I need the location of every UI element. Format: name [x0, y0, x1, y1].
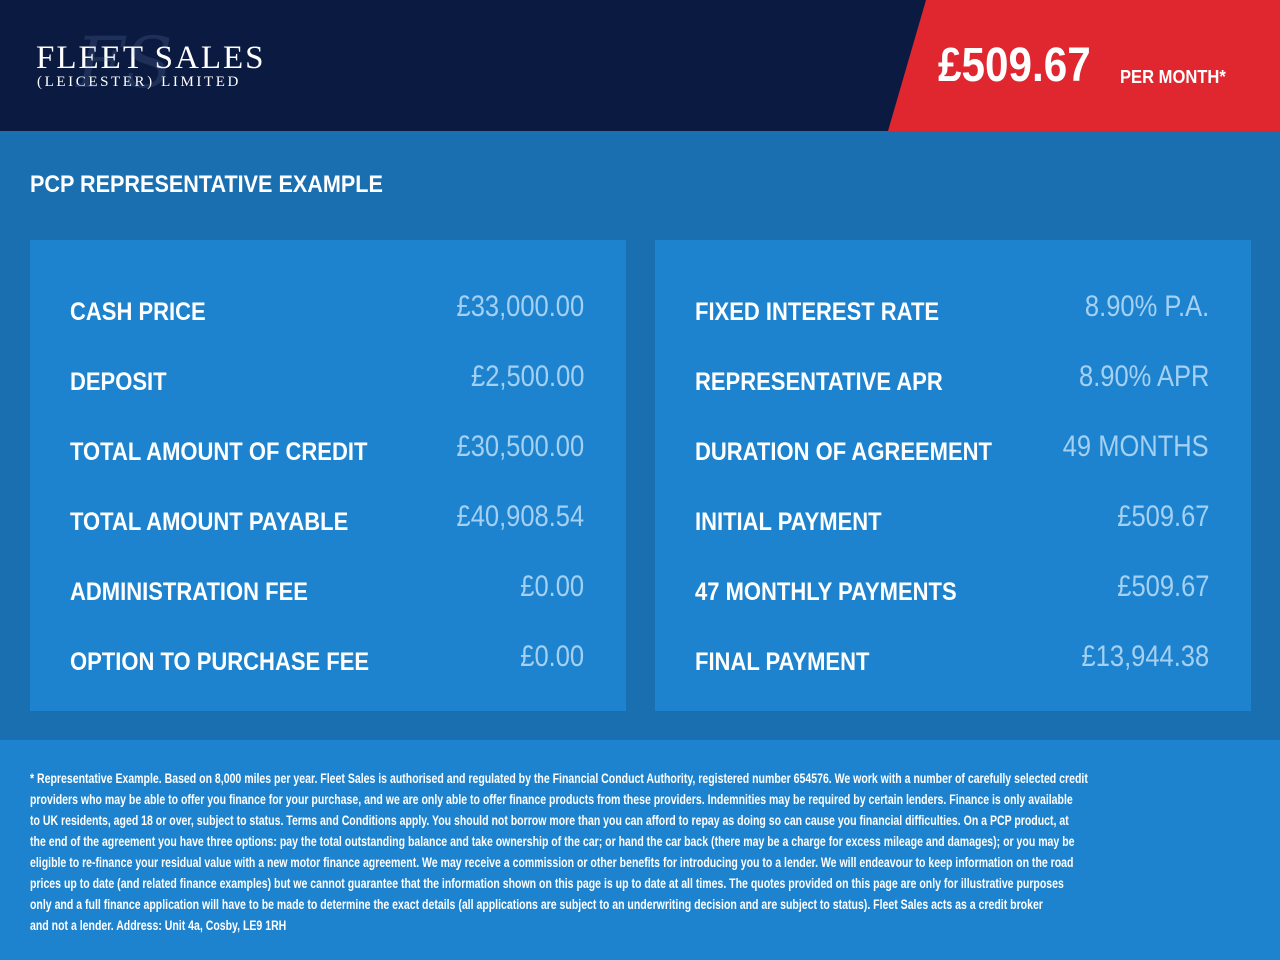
finance-label: ADMINISTRATION FEE: [70, 578, 308, 606]
finance-value: 8.90% APR: [1078, 360, 1209, 393]
finance-row: DEPOSIT £2,500.00: [70, 360, 584, 400]
price-banner: [888, 0, 1280, 131]
disclaimer-footer: * Representative Example. Based on 8,000…: [0, 740, 1280, 960]
finance-value: £509.67: [1116, 500, 1209, 533]
finance-row: TOTAL AMOUNT OF CREDIT £30,500.00: [70, 430, 584, 470]
finance-value: £509.67: [1116, 570, 1209, 603]
finance-label: 47 MONTHLY PAYMENTS: [695, 578, 957, 606]
finance-row: DURATION OF AGREEMENT 49 MONTHS: [695, 430, 1209, 470]
disclaimer-line: prices up to date (and related finance e…: [30, 876, 1064, 891]
brand-name: FLEET SALES: [36, 40, 266, 76]
section-title: PCP REPRESENTATIVE EXAMPLE: [30, 171, 383, 198]
finance-label: INITIAL PAYMENT: [695, 508, 882, 536]
finance-label: TOTAL AMOUNT PAYABLE: [70, 508, 349, 536]
finance-value: £33,000.00: [456, 290, 584, 323]
finance-row: REPRESENTATIVE APR 8.90% APR: [695, 360, 1209, 400]
finance-row: OPTION TO PURCHASE FEE £0.00: [70, 640, 584, 680]
finance-row: CASH PRICE £33,000.00: [70, 290, 584, 330]
finance-row: 47 MONTHLY PAYMENTS £509.67: [695, 570, 1209, 610]
brand-subtitle: (LEICESTER) LIMITED: [37, 74, 241, 90]
finance-label: FIXED INTEREST RATE: [695, 298, 940, 326]
finance-row: TOTAL AMOUNT PAYABLE £40,908.54: [70, 500, 584, 540]
finance-panel-left: CASH PRICE £33,000.00 DEPOSIT £2,500.00 TOTA…: [30, 240, 626, 711]
finance-value: £0.00: [520, 570, 584, 603]
header: FS FLEET SALES (LEICESTER) LIMITED £509.…: [0, 0, 1280, 131]
finance-label: CASH PRICE: [70, 298, 206, 326]
disclaimer-line: and not a lender. Address: Unit 4a, Cosb…: [30, 918, 287, 933]
monthly-price: £509.67: [938, 39, 1091, 92]
finance-row: FINAL PAYMENT £13,944.38: [695, 640, 1209, 680]
finance-row: ADMINISTRATION FEE £0.00: [70, 570, 584, 610]
finance-value: £13,944.38: [1081, 640, 1209, 673]
finance-value: £30,500.00: [456, 430, 584, 463]
finance-value: 8.90% P.A.: [1084, 290, 1209, 323]
finance-row: INITIAL PAYMENT £509.67: [695, 500, 1209, 540]
disclaimer-line: to UK residents, aged 18 or over, subjec…: [30, 813, 1069, 828]
per-month-label: PER MONTH*: [1120, 67, 1226, 87]
finance-row: FIXED INTEREST RATE 8.90% P.A.: [695, 290, 1209, 330]
finance-value: £40,908.54: [456, 500, 584, 533]
finance-value: 49 MONTHS: [1063, 430, 1209, 463]
disclaimer-line: providers who may be able to offer you f…: [30, 792, 1073, 807]
finance-value: £2,500.00: [470, 360, 584, 393]
finance-panel-right: FIXED INTEREST RATE 8.90% P.A. REPRESENTAT…: [655, 240, 1251, 711]
disclaimer-line: * Representative Example. Based on 8,000…: [30, 771, 1088, 786]
finance-label: REPRESENTATIVE APR: [695, 368, 943, 396]
finance-label: OPTION TO PURCHASE FEE: [70, 648, 370, 676]
monogram-watermark: FS: [76, 22, 173, 104]
disclaimer-line: only and a full finance application will…: [30, 897, 1043, 912]
finance-value: £0.00: [520, 640, 584, 673]
disclaimer-line: eligible to re-finance your residual val…: [30, 855, 1074, 870]
finance-label: FINAL PAYMENT: [695, 648, 870, 676]
fleet-sales-logo: FS FLEET SALES (LEICESTER) LIMITED: [36, 22, 266, 104]
finance-label: TOTAL AMOUNT OF CREDIT: [70, 438, 368, 466]
finance-label: DEPOSIT: [70, 368, 167, 396]
finance-label: DURATION OF AGREEMENT: [695, 438, 992, 466]
disclaimer-line: the end of the agreement you have three …: [30, 834, 1075, 849]
